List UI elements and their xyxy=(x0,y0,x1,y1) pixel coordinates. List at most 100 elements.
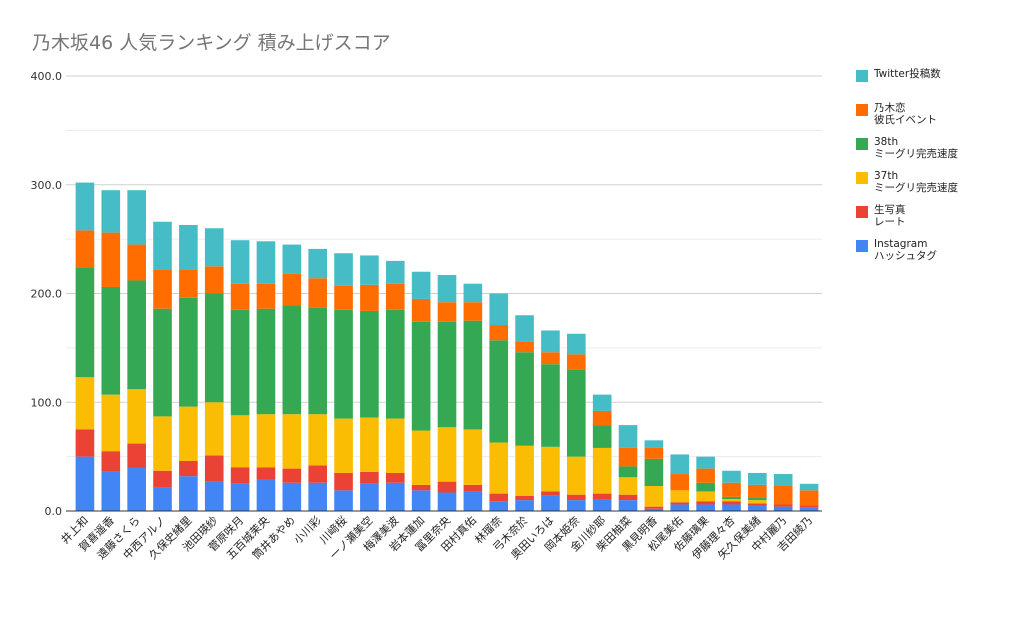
bar-segment xyxy=(670,502,690,505)
bar-segment xyxy=(308,414,327,466)
x-tick-label: 小川彩 xyxy=(291,514,324,547)
bar-segment xyxy=(256,283,276,309)
bar-segment xyxy=(153,487,172,511)
bar-segment xyxy=(282,305,302,415)
bar-segment xyxy=(722,470,741,483)
bar-segment xyxy=(282,414,302,469)
bar-segment xyxy=(463,484,483,492)
bar-segment xyxy=(308,278,327,308)
legend-swatch xyxy=(856,104,868,116)
bar-segment xyxy=(411,298,431,322)
legend-label: 37th ミーグリ完売速度 xyxy=(874,170,958,194)
bar-segment xyxy=(722,501,741,505)
legend-item: 乃木恋 彼氏イベント xyxy=(856,102,1024,136)
bar-segment xyxy=(334,472,353,491)
bar-segment xyxy=(670,490,690,503)
bar-segment xyxy=(411,490,431,511)
legend-swatch xyxy=(856,206,868,218)
bar-segment xyxy=(360,417,379,472)
bar-segment xyxy=(696,491,715,502)
bar-segment xyxy=(282,244,302,274)
bar-segment xyxy=(256,479,276,511)
bar-segment xyxy=(489,493,509,502)
legend-swatch xyxy=(856,70,868,82)
bar-segment xyxy=(308,482,327,511)
bar-segment xyxy=(75,182,95,231)
bar-segment xyxy=(153,416,172,471)
bar-segment xyxy=(567,456,586,495)
bar-segment xyxy=(101,451,121,472)
bar-segment xyxy=(722,504,741,511)
legend-label: 38th ミーグリ完売速度 xyxy=(874,136,958,160)
bar-segment xyxy=(437,302,457,322)
bar-segment xyxy=(515,495,534,501)
bar-segment xyxy=(644,447,664,459)
bar-segment xyxy=(204,266,224,294)
bar-segment xyxy=(644,485,664,507)
bar-segment xyxy=(618,477,638,495)
bar-segment xyxy=(567,333,586,355)
bar-segment xyxy=(360,471,379,484)
bar-segment xyxy=(541,364,560,447)
y-tick-label: 100.0 xyxy=(31,396,63,409)
bar-segment xyxy=(153,221,172,270)
bar-segment xyxy=(592,447,612,494)
bar-segment xyxy=(101,394,121,452)
bar-segment xyxy=(127,389,146,444)
bar-segment xyxy=(437,481,457,493)
bar-segment xyxy=(411,321,431,431)
bar-segment xyxy=(385,418,405,473)
bar-segment xyxy=(696,501,715,505)
bar-segment xyxy=(644,508,664,511)
bar-segment xyxy=(75,230,95,268)
legend-item: 生写真 レート xyxy=(856,204,1024,238)
bar-segment xyxy=(748,500,767,504)
bar-segment xyxy=(541,352,560,365)
bar-segment xyxy=(385,283,405,310)
bar-segment xyxy=(592,410,612,426)
bar-segment xyxy=(463,320,483,430)
bar-segment xyxy=(127,443,146,468)
bar-segment xyxy=(179,460,198,477)
bar-segment xyxy=(670,504,690,511)
bar-segment xyxy=(385,482,405,511)
bar-segment xyxy=(127,280,146,390)
bar-segment xyxy=(644,506,664,509)
bar-segment xyxy=(334,490,353,511)
bar-segment xyxy=(360,255,379,285)
legend-item: 37th ミーグリ完売速度 xyxy=(856,170,1024,204)
bar-segment xyxy=(127,190,146,245)
bar-segment xyxy=(618,466,638,478)
bar-segment xyxy=(515,500,534,511)
bar-segment xyxy=(153,470,172,488)
bar-segment xyxy=(799,490,819,506)
bar-segment xyxy=(696,456,715,469)
bar-segment xyxy=(618,447,638,467)
bar-segment xyxy=(722,496,741,500)
bar-segment xyxy=(437,321,457,428)
bar-segment xyxy=(463,302,483,321)
bar-segment xyxy=(489,501,509,511)
bar-segment xyxy=(230,415,250,468)
bar-segment xyxy=(334,253,353,286)
bar-segment xyxy=(256,308,276,415)
bar-segment xyxy=(334,418,353,473)
bar-segment xyxy=(179,297,198,407)
bar-segment xyxy=(256,241,276,284)
bar-segment xyxy=(748,484,767,498)
bar-segment xyxy=(101,232,121,287)
bar-segment xyxy=(179,224,198,270)
bar-segment xyxy=(592,394,612,411)
bar-segment xyxy=(799,507,819,511)
bar-segment xyxy=(153,308,172,417)
bar-segment xyxy=(204,455,224,482)
bar-segment xyxy=(179,269,198,298)
bar-segment xyxy=(722,482,741,497)
bar-segment xyxy=(230,240,250,284)
bar-segment xyxy=(670,474,690,491)
bar-segment xyxy=(722,499,741,502)
bar-segment xyxy=(75,267,95,378)
legend-label: Twitter投稿数 xyxy=(874,68,941,80)
bar-segment xyxy=(696,468,715,483)
chart-title: 乃木坂46 人気ランキング 積み上げスコア xyxy=(32,32,391,54)
